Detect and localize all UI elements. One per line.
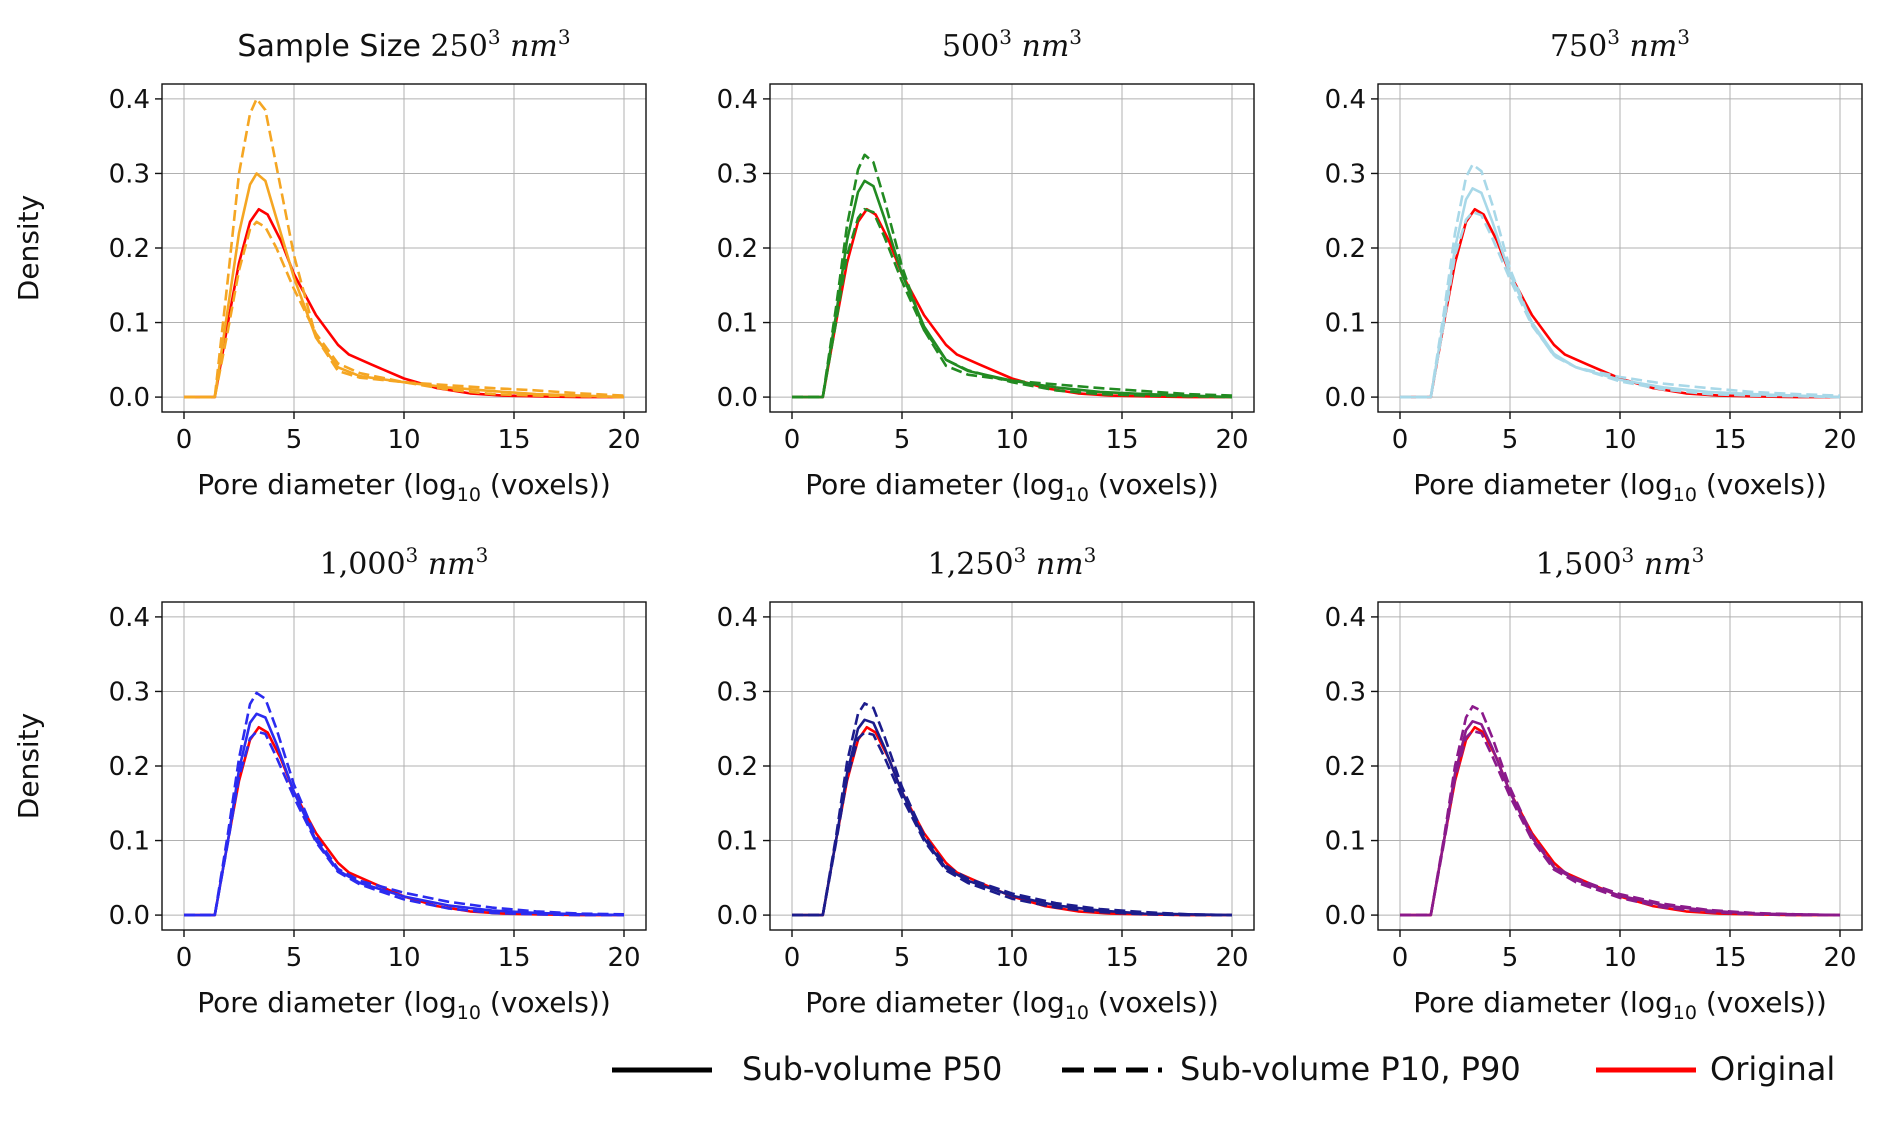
series-line-sub-volume-p90 — [792, 702, 1233, 917]
x-axis-label: Pore diameter (log10 (voxels)) — [805, 468, 1219, 506]
x-tick-label: 20 — [1215, 425, 1248, 455]
x-tick-label: 20 — [1823, 943, 1856, 973]
chart-title: 5003 nm3 — [942, 25, 1082, 64]
y-tick-label: 0.3 — [1325, 159, 1366, 189]
x-tick-label: 15 — [1713, 943, 1746, 973]
y-tick-label: 0.4 — [1325, 85, 1366, 115]
y-tick-label: 0.2 — [1325, 752, 1366, 782]
y-tick-label: 0.2 — [109, 752, 150, 782]
x-tick-label: 10 — [1603, 943, 1636, 973]
y-tick-label: 0.3 — [717, 159, 758, 189]
x-tick-label: 0 — [784, 943, 801, 973]
x-tick-label: 10 — [387, 943, 420, 973]
legend: Sub-volume P50 Sub-volume P10, P90 Origina… — [612, 1050, 1835, 1088]
y-tick-label: 0.4 — [109, 85, 150, 115]
x-tick-label: 10 — [1603, 425, 1636, 455]
chart-title: 1,5003 nm3 — [1536, 543, 1705, 582]
series-line-original — [1400, 207, 1840, 399]
x-tick-label: 5 — [894, 943, 911, 973]
legend-label-original: Original — [1710, 1050, 1835, 1088]
series-line-sub-volume-p90 — [184, 97, 625, 399]
y-tick-label: 0.0 — [109, 901, 150, 931]
series-line-sub-volume-p10 — [792, 207, 1233, 399]
y-tick-label: 0.2 — [717, 752, 758, 782]
chart-panel-2: 0 5 10 15 20 0.0 0.1 0.2 0.3 0.4 Pore diameter (lo… — [717, 25, 1255, 506]
y-tick-label: 0.3 — [109, 677, 150, 707]
y-tick-label: 0.0 — [109, 383, 150, 413]
x-tick-label: 0 — [176, 943, 193, 973]
y-tick-label: 0.1 — [109, 309, 150, 339]
x-axis-label: Pore diameter (log10 (voxels)) — [197, 986, 611, 1024]
x-tick-label: 0 — [1392, 943, 1409, 973]
x-tick-label: 5 — [1502, 943, 1519, 973]
chart-title: 7503 nm3 — [1550, 25, 1690, 64]
y-tick-label: 0.3 — [717, 677, 758, 707]
series-line-sub-volume-p10 — [1400, 210, 1841, 399]
y-tick-label: 0.0 — [717, 383, 758, 413]
x-tick-label: 10 — [995, 943, 1028, 973]
y-tick-label: 0.0 — [1325, 383, 1366, 413]
x-tick-label: 15 — [1713, 425, 1746, 455]
series-line-sub-volume-p10 — [792, 731, 1232, 917]
series-line-sub-volume-p10 — [184, 220, 625, 399]
chart-panel-4: 0 5 10 15 20 0.0 0.1 0.2 0.3 0.4 Pore diameter (lo… — [12, 543, 647, 1024]
legend-label-p10-p90: Sub-volume P10, P90 — [1180, 1050, 1521, 1088]
x-tick-label: 20 — [1823, 425, 1856, 455]
series-line-original — [184, 207, 624, 399]
x-tick-label: 5 — [286, 425, 303, 455]
x-axis-label: Pore diameter (log10 (voxels)) — [197, 468, 611, 506]
series-line-sub-volume-p10 — [184, 730, 624, 917]
y-tick-label: 0.1 — [109, 827, 150, 857]
y-tick-label: 0.4 — [109, 603, 150, 633]
y-axis-label: Density — [12, 195, 45, 301]
y-tick-label: 0.3 — [1325, 677, 1366, 707]
legend-label-p50: Sub-volume P50 — [742, 1050, 1002, 1088]
series-line-sub-volume-p50 — [184, 172, 625, 399]
y-tick-label: 0.1 — [717, 309, 758, 339]
x-tick-label: 15 — [497, 425, 530, 455]
series-line-sub-volume-p90 — [1400, 705, 1841, 917]
y-tick-label: 0.4 — [1325, 603, 1366, 633]
y-tick-label: 0.4 — [717, 603, 758, 633]
chart-panel-3: 0 5 10 15 20 0.0 0.1 0.2 0.3 0.4 Pore diameter (lo… — [1325, 25, 1863, 506]
chart-panel-6: 0 5 10 15 20 0.0 0.1 0.2 0.3 0.4 Pore diameter (lo… — [1325, 543, 1863, 1024]
y-tick-label: 0.2 — [1325, 234, 1366, 264]
series-line-sub-volume-p10 — [1400, 729, 1840, 917]
x-tick-label: 10 — [995, 425, 1028, 455]
chart-title: 1,2503 nm3 — [928, 543, 1097, 582]
x-tick-label: 15 — [1105, 943, 1138, 973]
x-tick-label: 0 — [784, 425, 801, 455]
x-tick-label: 15 — [1105, 425, 1138, 455]
chart-panel-1: 0 5 10 15 20 0.0 0.1 0.2 0.3 0.4 Pore diameter (lo… — [12, 25, 647, 506]
y-tick-label: 0.1 — [1325, 309, 1366, 339]
x-tick-label: 5 — [894, 425, 911, 455]
y-tick-label: 0.1 — [1325, 827, 1366, 857]
x-tick-label: 0 — [1392, 425, 1409, 455]
y-tick-label: 0.1 — [717, 827, 758, 857]
y-tick-label: 0.0 — [1325, 901, 1366, 931]
x-tick-label: 10 — [387, 425, 420, 455]
y-axis-label: Density — [12, 713, 45, 819]
x-tick-label: 5 — [286, 943, 303, 973]
x-axis-label: Pore diameter (log10 (voxels)) — [805, 986, 1219, 1024]
y-tick-label: 0.2 — [717, 234, 758, 264]
x-tick-label: 20 — [607, 943, 640, 973]
chart-title: 1,0003 nm3 — [320, 543, 489, 582]
x-tick-label: 0 — [176, 425, 193, 455]
x-tick-label: 15 — [497, 943, 530, 973]
y-tick-label: 0.2 — [109, 234, 150, 264]
x-tick-label: 5 — [1502, 425, 1519, 455]
y-tick-label: 0.3 — [109, 159, 150, 189]
x-tick-label: 20 — [607, 425, 640, 455]
y-tick-label: 0.4 — [717, 85, 758, 115]
x-axis-label: Pore diameter (log10 (voxels)) — [1413, 468, 1827, 506]
chart-panel-5: 0 5 10 15 20 0.0 0.1 0.2 0.3 0.4 Pore diameter (lo… — [717, 543, 1255, 1024]
series-line-sub-volume-p90 — [1400, 163, 1841, 399]
chart-title: Sample Size 2503 nm3 — [237, 25, 570, 64]
y-tick-label: 0.0 — [717, 901, 758, 931]
x-axis-label: Pore diameter (log10 (voxels)) — [1413, 986, 1827, 1024]
series-line-sub-volume-p90 — [184, 691, 625, 917]
x-tick-label: 20 — [1215, 943, 1248, 973]
